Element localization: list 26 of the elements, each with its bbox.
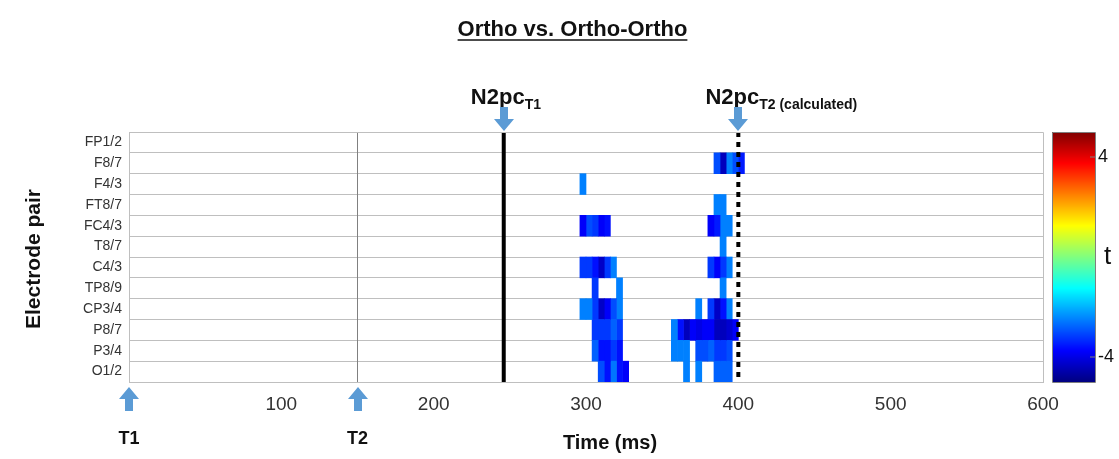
- y-tick-label: TP8/9: [84, 279, 123, 296]
- color-bar-title: t: [1104, 240, 1112, 271]
- y-tick-label: O1/2: [91, 362, 123, 379]
- x-tick-label: 100: [265, 392, 298, 414]
- y-tick-label: CP3/4: [83, 299, 123, 316]
- y-tick-label: FP1/2: [84, 133, 123, 150]
- y-tick-label: T8/7: [93, 237, 123, 254]
- y-tick-label: F4/3: [93, 174, 123, 191]
- y-tick-label: P8/7: [93, 320, 123, 337]
- x-tick-label: 400: [722, 392, 755, 414]
- ref-line-label: T2: [347, 428, 369, 448]
- chart-title: Ortho vs. Ortho-Ortho: [457, 16, 688, 41]
- x-tick-label: 600: [1027, 392, 1059, 414]
- y-tick-label: P3/4: [93, 341, 123, 358]
- y-tick-label: FT8/7: [85, 195, 123, 212]
- y-axis-title: Electrode pair: [21, 188, 44, 330]
- y-tick-label: FC4/3: [83, 216, 123, 233]
- color-bar-label: -4: [1098, 345, 1115, 366]
- x-tick-label: 200: [417, 392, 450, 414]
- y-tick-label: C4/3: [92, 258, 123, 275]
- text: T1: [118, 428, 140, 448]
- x-tick-label: 500: [874, 392, 907, 414]
- x-tick-label: 300: [570, 392, 602, 414]
- color-bar-label: 4: [1098, 145, 1109, 166]
- y-tick-label: F8/7: [93, 154, 123, 171]
- x-axis-title: Time (ms): [562, 431, 658, 453]
